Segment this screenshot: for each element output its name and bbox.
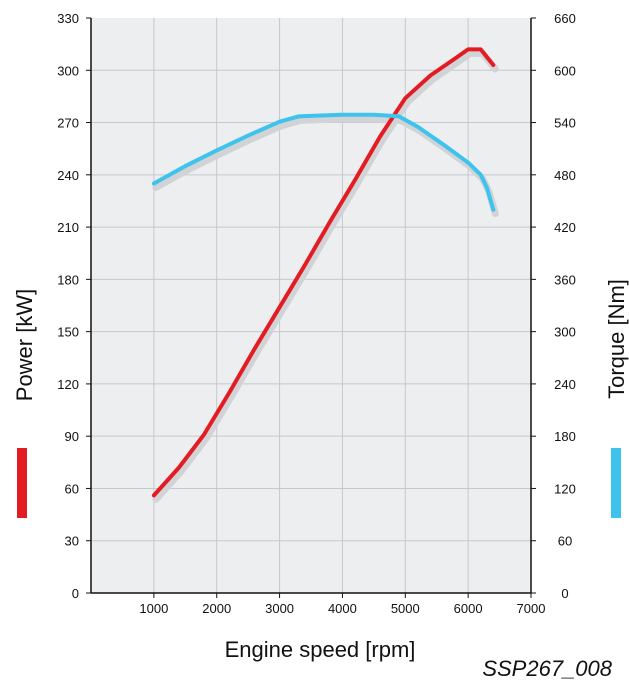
right-tick-label: 660 [554, 11, 576, 26]
left-tick-label: 180 [57, 272, 79, 287]
x-tick-label: 3000 [265, 601, 294, 616]
right-tick-label: 60 [558, 534, 572, 549]
right-tick-label: 360 [554, 272, 576, 287]
left-tick-label: 60 [65, 481, 79, 496]
left-tick-label: 90 [65, 429, 79, 444]
x-axis-title: Engine speed [rpm] [225, 637, 416, 662]
x-tick-label: 5000 [391, 601, 420, 616]
right-tick-label: 600 [554, 63, 576, 78]
right-tick-label: 180 [554, 429, 576, 444]
tick-labels: 1000 2000 3000 4000 5000 6000 7000030609012015… [57, 11, 576, 616]
power-curve-shadow [152, 49, 499, 503]
right-tick-label: 240 [554, 377, 576, 392]
torque-legend-swatch [611, 448, 621, 518]
left-tick-label: 30 [65, 534, 79, 549]
torque-curve [151, 112, 496, 212]
left-tick-label: 210 [57, 220, 79, 235]
x-tick-label: 7000 [517, 601, 546, 616]
left-tick-label: 150 [57, 325, 79, 340]
right-tick-label: 480 [554, 168, 576, 183]
right-tick-label: 120 [554, 481, 576, 496]
x-tick-label: 6000 [454, 601, 483, 616]
right-tick-label: 300 [554, 325, 576, 340]
grid [91, 18, 531, 593]
x-tick-label: 4000 [328, 601, 357, 616]
series-lines [151, 47, 496, 498]
right-tick-label: 0 [561, 586, 568, 601]
left-tick-label: 240 [57, 168, 79, 183]
plot-area [91, 18, 531, 593]
left-axis-title: Power [kW] [12, 289, 37, 401]
left-tick-label: 300 [57, 63, 79, 78]
x-tick-label: 1000 [139, 601, 168, 616]
figure-code: SSP267_008 [482, 656, 612, 681]
left-tick-label: 0 [72, 586, 79, 601]
left-tick-label: 330 [57, 11, 79, 26]
x-tick-label: 2000 [202, 601, 231, 616]
left-tick-label: 270 [57, 116, 79, 131]
right-tick-label: 420 [554, 220, 576, 235]
power-curve [151, 47, 496, 498]
left-tick-label: 120 [57, 377, 79, 392]
right-axis-title: Torque [Nm] [604, 279, 629, 399]
power-legend-swatch [17, 448, 27, 518]
right-tick-label: 540 [554, 116, 576, 131]
